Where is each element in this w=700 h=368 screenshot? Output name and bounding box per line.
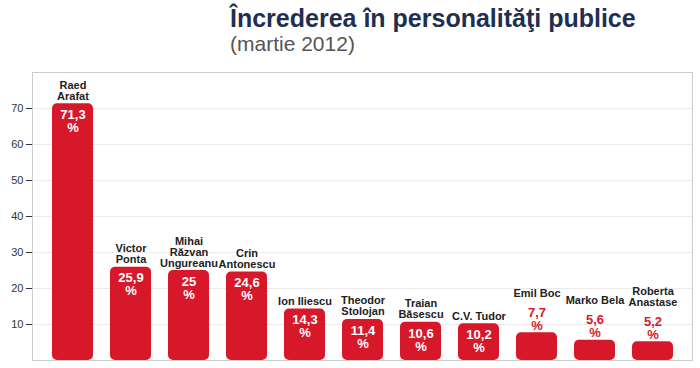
svg-text:10,2%: 10,2% [466,327,491,355]
svg-text:Ion Iliescu: Ion Iliescu [278,295,332,307]
html-text:(martie 2012): (martie 2012) [230,32,355,55]
svg-text:RaedArafat: RaedArafat [57,79,89,102]
svg-text:CrinAntonescu: CrinAntonescu [219,247,276,270]
svg-text:10: 10 [11,318,23,330]
svg-text:Emil Boc: Emil Boc [513,287,560,299]
html-text:Încrederea în personalităţi pu: Încrederea în personalităţi publice [230,4,636,32]
svg-text:VictorPonta: VictorPonta [116,242,148,265]
svg-text:24,6%: 24,6% [234,275,259,303]
svg-text:40: 40 [11,210,23,222]
svg-text:RobertaAnastase: RobertaAnastase [629,285,678,308]
svg-text:C.V. Tudor: C.V. Tudor [452,310,507,322]
svg-text:70: 70 [11,102,23,114]
svg-text:20: 20 [11,282,23,294]
svg-text:5,6%: 5,6% [586,312,604,340]
svg-text:TraianBăsescu: TraianBăsescu [398,297,443,320]
svg-text:TheodorStolojan: TheodorStolojan [341,294,386,317]
svg-text:30: 30 [11,246,23,258]
svg-text:14,3%: 14,3% [292,312,317,340]
svg-text:60: 60 [11,138,23,150]
svg-text:MihaiRăzvanUngureanu: MihaiRăzvanUngureanu [160,235,218,269]
svg-text:25,9%: 25,9% [118,270,143,298]
svg-text:10,6%: 10,6% [408,326,433,354]
svg-text:Marko Bela: Marko Bela [566,294,626,306]
svg-text:25%: 25% [182,274,196,302]
svg-text:7,7%: 7,7% [528,305,546,333]
svg-text:50: 50 [11,174,23,186]
svg-text:11,4%: 11,4% [351,323,376,351]
svg-text:71,3%: 71,3% [60,107,85,135]
svg-text:5,2%: 5,2% [644,314,662,342]
